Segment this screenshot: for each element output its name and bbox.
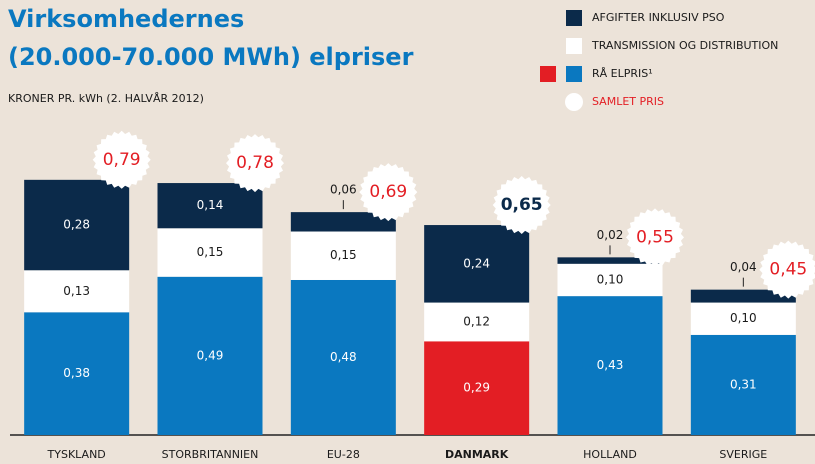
total-label: 0,45 bbox=[769, 260, 807, 280]
data-label: 0,43 bbox=[597, 358, 624, 372]
data-label: 0,28 bbox=[63, 218, 90, 232]
bar-segment bbox=[424, 302, 530, 342]
bar-segment bbox=[290, 212, 396, 232]
data-label: 0,15 bbox=[330, 248, 357, 262]
total-label: 0,69 bbox=[369, 182, 407, 202]
chart-title: (20.000-70.000 MWh) elpriser bbox=[8, 43, 414, 71]
bar-segment bbox=[424, 225, 530, 303]
legend-swatch bbox=[566, 10, 582, 26]
data-label: 0,31 bbox=[730, 377, 757, 391]
total-badge bbox=[759, 240, 815, 299]
total-label: 0,55 bbox=[636, 227, 674, 247]
total-badge bbox=[492, 176, 551, 234]
total-badge bbox=[226, 134, 284, 193]
legend-swatch bbox=[565, 93, 583, 111]
x-tick-label: HOLLAND bbox=[583, 448, 637, 461]
data-label: 0,48 bbox=[330, 350, 357, 364]
bar-segment bbox=[690, 289, 796, 303]
data-label: 0,13 bbox=[63, 284, 90, 298]
chart-subtitle: KRONER PR. kWh (2. HALVÅR 2012) bbox=[8, 92, 204, 105]
bar-segment bbox=[557, 296, 663, 435]
bar-segment bbox=[557, 257, 663, 264]
x-tick-label: TYSKLAND bbox=[47, 448, 106, 461]
data-label: 0,02 bbox=[597, 228, 624, 242]
legend-label: TRANSMISSION OG DISTRIBUTION bbox=[591, 39, 778, 52]
data-label: 0,29 bbox=[463, 381, 490, 395]
data-label: 0,10 bbox=[730, 311, 757, 325]
bar-segment bbox=[24, 312, 130, 435]
bar-segment bbox=[424, 341, 530, 435]
total-badge bbox=[359, 163, 418, 222]
data-label: 0,15 bbox=[197, 245, 224, 259]
total-label: 0,79 bbox=[103, 150, 141, 170]
bar-segment bbox=[157, 228, 263, 277]
legend-label: RÅ ELPRIS¹ bbox=[592, 67, 653, 80]
data-label: 0,12 bbox=[463, 314, 490, 328]
data-label: 0,49 bbox=[197, 348, 224, 362]
bar-segment bbox=[557, 263, 663, 297]
x-tick-label: SVERIGE bbox=[719, 448, 767, 461]
x-tick-label: STORBRITANNIEN bbox=[162, 448, 259, 461]
total-badge bbox=[626, 208, 684, 267]
bar-segment bbox=[290, 231, 396, 280]
bar-segment bbox=[157, 183, 263, 229]
total-label: 0,78 bbox=[236, 153, 274, 173]
x-tick-label: EU-28 bbox=[327, 448, 360, 461]
total-label: 0,65 bbox=[501, 195, 543, 215]
data-label: 0,38 bbox=[63, 366, 90, 380]
bar-segment bbox=[157, 276, 263, 435]
data-label: 0,04 bbox=[730, 260, 757, 274]
data-label: 0,10 bbox=[597, 272, 624, 286]
legend-label: AFGIFTER INKLUSIV PSO bbox=[592, 11, 725, 24]
legend-swatch bbox=[566, 66, 582, 82]
bar-segment bbox=[24, 270, 130, 313]
bar-segment bbox=[690, 302, 796, 335]
legend-label: SAMLET PRIS bbox=[592, 95, 664, 108]
data-label: 0,06 bbox=[330, 183, 357, 197]
chart-title: Virksomhedernes bbox=[8, 5, 244, 33]
data-label: 0,24 bbox=[463, 256, 490, 270]
bar-segment bbox=[24, 179, 130, 271]
legend-swatch bbox=[566, 38, 582, 54]
legend-swatch bbox=[540, 66, 556, 82]
x-tick-label: DANMARK bbox=[445, 448, 509, 461]
bar-segment bbox=[290, 279, 396, 435]
bar-segment bbox=[690, 334, 796, 435]
total-badge bbox=[92, 130, 151, 189]
data-label: 0,14 bbox=[197, 198, 224, 212]
